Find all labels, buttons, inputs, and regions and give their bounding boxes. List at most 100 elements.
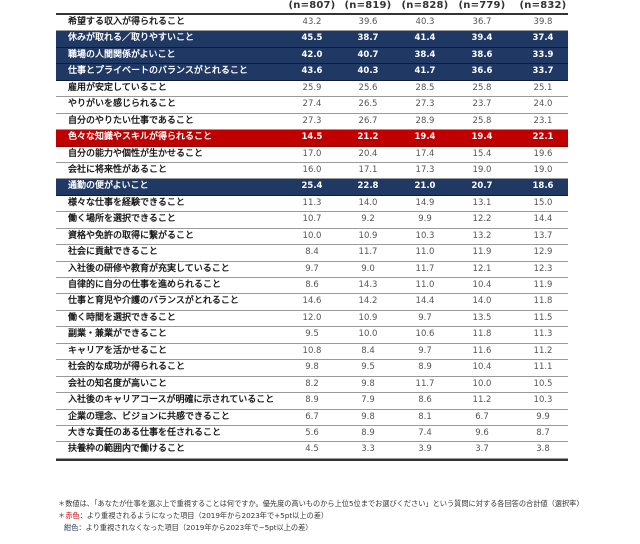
- cell-value: 11.9: [533, 280, 553, 290]
- row-label: 働く時間を選択できること: [68, 312, 176, 323]
- cell-value: 40.3: [415, 17, 435, 27]
- cell-value: 11.7: [415, 263, 435, 274]
- table-row: 自律的に自分の仕事を進められること 8.6 14.3 11.0 10.4 11.9: [56, 278, 568, 295]
- cell-value: 25.9: [302, 82, 322, 93]
- row-label: 会社に将来性があること: [68, 164, 168, 175]
- cell-value: 19.0: [533, 164, 553, 175]
- cell-value: 40.3: [357, 66, 379, 77]
- table-row: 社会的な成功が得られること 9.8 9.5 8.9 10.4 11.1: [56, 360, 568, 377]
- row-label: 通勤の便がよいこと: [68, 181, 149, 192]
- cell-value: 14.4: [415, 296, 435, 307]
- cell-value: 25.8: [472, 82, 492, 93]
- table-row: 社会に貢献できること 8.4 11.7 11.0 11.9 12.9: [56, 245, 568, 262]
- cell-value: 11.5: [533, 312, 553, 323]
- table-row: 雇用が安定していること 25.9 25.6 28.5 25.8 25.1: [56, 81, 568, 98]
- table-row: 企業の理念、ビジョンに共感できること 6.7 9.8 8.1 6.7 9.9: [56, 410, 568, 426]
- cell-value: 28.5: [415, 82, 435, 93]
- cell-value: 8.2: [305, 378, 319, 389]
- cell-value: 27.4: [302, 99, 322, 110]
- cell-value: 14.0: [358, 197, 378, 208]
- table-row: 働く場所を選択できること 10.7 9.2 9.9 12.2 14.4: [56, 212, 568, 229]
- table-row: 資格や免許の取得に繋がること 10.0 10.9 10.3 13.2 13.7: [56, 229, 568, 246]
- cell-value: 10.0: [302, 230, 322, 241]
- table-row: 会社の知名度が高いこと 8.2 9.8 11.7 10.0 10.5: [56, 377, 568, 394]
- cell-value: 9.9: [536, 411, 550, 422]
- table-row: 自分の能力や個性が生かせること 17.0 20.4 17.4 15.4 19.6: [56, 147, 568, 163]
- cell-value: 25.4: [301, 181, 323, 192]
- cell-value: 15.0: [533, 197, 553, 208]
- cell-value: 3.8: [536, 444, 550, 455]
- cell-value: 4.5: [305, 444, 319, 455]
- cell-value: 17.4: [415, 148, 435, 159]
- cell-value: 45.5: [301, 33, 323, 44]
- cell-value: 25.6: [358, 82, 378, 93]
- table-row: 色々な知識やスキルが得られること 14.5 21.2 19.4 19.4 22.1: [56, 130, 568, 147]
- cell-value: 20.4: [358, 148, 378, 159]
- cell-value: 10.5: [533, 378, 553, 389]
- cell-value: 9.5: [305, 329, 319, 340]
- cell-value: 13.5: [472, 312, 492, 323]
- cell-value: 8.6: [418, 395, 432, 406]
- cell-value: 11.8: [533, 296, 553, 307]
- cell-value: 22.8: [357, 181, 379, 192]
- cell-value: 14.3: [358, 280, 378, 290]
- cell-value: 11.2: [472, 395, 492, 406]
- cell-value: 11.2: [533, 345, 553, 356]
- cell-value: 11.7: [415, 378, 435, 389]
- table-row: 通勤の便がよいこと 25.4 22.8 21.0 20.7 18.6: [56, 179, 568, 196]
- cell-value: 38.6: [471, 49, 493, 60]
- bottom-rule: [56, 458, 568, 461]
- cell-value: 19.0: [472, 164, 492, 175]
- cell-value: 14.6: [302, 296, 322, 307]
- row-label: 働く場所を選択できること: [68, 214, 176, 225]
- column-header: (n=779): [458, 0, 506, 11]
- footnote-red-legend: ＊赤色：より重視されるようになった項目（2019年から2023年で+5pt以上の…: [58, 510, 584, 522]
- table-header: (n=807) (n=819) (n=828) (n=779) (n=832): [56, 0, 568, 13]
- cell-value: 11.3: [533, 329, 553, 340]
- cell-value: 14.5: [301, 132, 323, 143]
- row-label: 希望する収入が得られること: [68, 17, 186, 27]
- cell-value: 7.9: [361, 395, 375, 406]
- row-label: 扶養枠の範囲内で働けること: [68, 444, 186, 455]
- table-row: キャリアを活かせること 10.8 8.4 9.7 11.6 11.2: [56, 344, 568, 361]
- cell-value: 22.1: [532, 132, 554, 143]
- table-row: 扶養枠の範囲内で働けること 4.5 3.3 3.9 3.7 3.8: [56, 442, 568, 459]
- cell-value: 39.8: [533, 17, 553, 27]
- row-label: 職場の人間関係がよいこと: [68, 49, 176, 60]
- row-label: 資格や免許の取得に繋がること: [68, 230, 195, 241]
- table-body: 希望する収入が得られること 43.2 39.6 40.3 36.7 39.8 休みが取れる／…: [56, 15, 568, 459]
- cell-value: 14.9: [415, 197, 435, 208]
- cell-value: 9.0: [361, 263, 375, 274]
- cell-value: 11.3: [302, 197, 322, 208]
- cell-value: 12.0: [302, 312, 322, 323]
- cell-value: 3.9: [418, 444, 432, 455]
- row-label: 仕事と育児や介護のバランスがとれること: [68, 296, 239, 307]
- column-header: (n=807): [288, 0, 336, 11]
- cell-value: 12.3: [533, 263, 553, 274]
- top-rule: [56, 13, 568, 15]
- cell-value: 10.0: [472, 378, 492, 389]
- footnote-definition: ＊数値は、「あなたが仕事を選ぶ上で重視することは何ですか。優先度の高いものから上…: [58, 499, 584, 508]
- row-label: 色々な知識やスキルが得られること: [68, 132, 213, 143]
- row-label: 自分のやりたい仕事であること: [68, 115, 194, 126]
- cell-value: 9.7: [305, 263, 319, 274]
- cell-value: 7.4: [418, 427, 432, 438]
- cell-value: 10.0: [358, 329, 378, 340]
- survey-table: (n=807) (n=819) (n=828) (n=779) (n=832) …: [56, 0, 568, 461]
- column-header: (n=828): [401, 0, 449, 11]
- cell-value: 3.7: [475, 444, 489, 455]
- row-label: 雇用が安定していること: [68, 82, 167, 93]
- cell-value: 42.0: [301, 49, 323, 60]
- cell-value: 21.0: [414, 181, 436, 192]
- cell-value: 10.3: [415, 230, 435, 241]
- cell-value: 8.1: [418, 411, 432, 422]
- cell-value: 14.2: [358, 296, 378, 307]
- cell-value: 11.8: [472, 329, 492, 340]
- navy-color-word: 紺色: [64, 523, 79, 532]
- footnotes: ＊数値は、「あなたが仕事を選ぶ上で重視することは何ですか。優先度の高いものから上…: [58, 498, 584, 534]
- cell-value: 9.8: [305, 362, 319, 373]
- cell-value: 9.6: [475, 427, 489, 438]
- cell-value: 10.9: [358, 312, 378, 323]
- cell-value: 25.8: [472, 115, 492, 126]
- cell-value: 28.9: [415, 115, 435, 126]
